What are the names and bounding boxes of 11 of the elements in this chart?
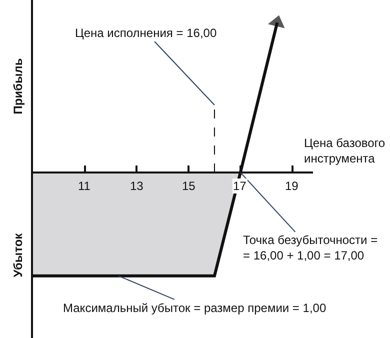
annotation: Точка безубыточности = = 16,00 + 1,00 = 17,00	[243, 233, 378, 263]
x-axis-title: Цена базового инструмента	[304, 136, 386, 166]
x-tick-label: 15	[182, 179, 196, 193]
x-tick-label: 19	[285, 179, 299, 193]
x-tick-label: 13	[130, 179, 144, 193]
text: Убыток	[10, 232, 25, 278]
x-tick-label: 11	[78, 179, 91, 193]
x-tick-label: 17	[233, 179, 247, 193]
ref-line-label: Цена исполнения = 16,00	[75, 26, 217, 40]
text: Прибыль	[10, 58, 25, 114]
annotation: Максимальный убыток = размер премии = 1,00	[63, 301, 326, 315]
